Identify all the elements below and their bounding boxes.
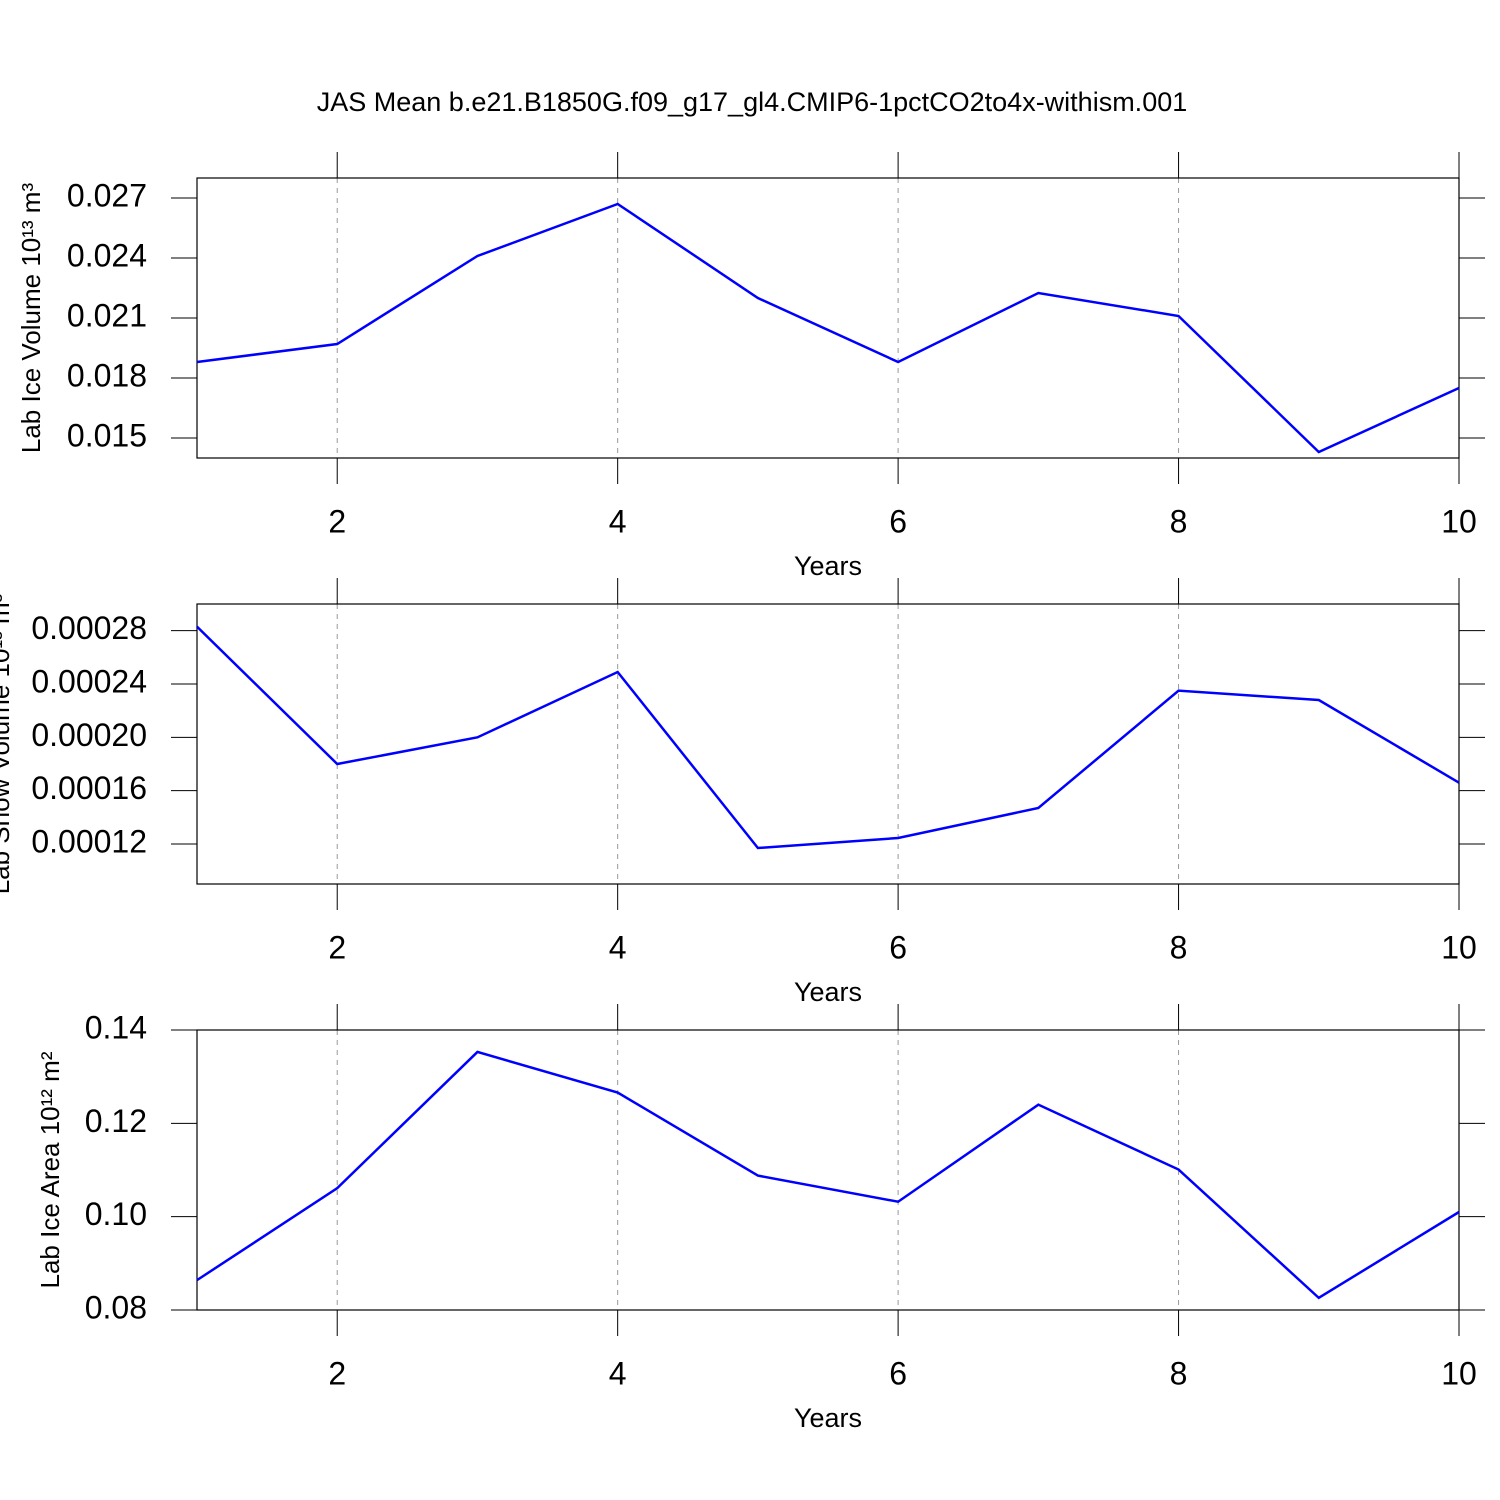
x-tick-label: 10 <box>1441 929 1477 965</box>
x-tick-label: 2 <box>328 929 346 965</box>
x-tick-label: 2 <box>328 503 346 539</box>
y-axis-label: Lab Ice Area 10¹² m² <box>35 1051 65 1288</box>
plot-frame <box>196 603 1460 885</box>
data-line <box>196 1050 1460 1300</box>
x-tick-label: 10 <box>1441 1355 1477 1391</box>
y-tick-label: 0.10 <box>85 1196 147 1232</box>
y-tick-label: 0.015 <box>67 417 147 453</box>
x-tick-label: 8 <box>1170 1355 1188 1391</box>
x-tick-label: 4 <box>609 1355 627 1391</box>
x-tick-label: 6 <box>889 1355 907 1391</box>
plot-frame <box>196 1029 1460 1311</box>
x-tick-label: 10 <box>1441 503 1477 539</box>
y-tick-label: 0.018 <box>67 357 147 393</box>
data-line <box>196 202 1460 454</box>
y-axis-label: Lab Ice Volume 10¹³ m³ <box>16 183 46 454</box>
x-tick-label: 6 <box>889 929 907 965</box>
y-tick-label: 0.00020 <box>31 717 147 753</box>
x-tick-label: 4 <box>609 929 627 965</box>
chart-title: JAS Mean b.e21.B1850G.f09_g17_gl4.CMIP6-… <box>317 87 1188 117</box>
data-line <box>196 625 1460 850</box>
y-tick-label: 0.00028 <box>31 610 147 646</box>
x-axis-label: Years <box>794 977 862 1007</box>
y-tick-label: 0.00012 <box>31 823 147 859</box>
y-tick-label: 0.08 <box>85 1289 147 1325</box>
x-axis-label: Years <box>794 1403 862 1433</box>
x-tick-label: 2 <box>328 1355 346 1391</box>
y-tick-label: 0.024 <box>67 237 147 273</box>
x-tick-label: 6 <box>889 503 907 539</box>
y-tick-label: 0.00024 <box>31 663 147 699</box>
x-tick-label: 4 <box>609 503 627 539</box>
plot-frame <box>196 177 1460 459</box>
x-axis-label: Years <box>794 551 862 581</box>
y-tick-label: 0.00016 <box>31 770 147 806</box>
y-tick-label: 0.021 <box>67 297 147 333</box>
y-tick-label: 0.14 <box>85 1009 147 1045</box>
y-axis-label: Lab Snow Volume 10¹³ m³ <box>0 593 15 894</box>
y-tick-label: 0.12 <box>85 1103 147 1139</box>
y-tick-label: 0.027 <box>67 177 147 213</box>
x-tick-label: 8 <box>1170 929 1188 965</box>
x-tick-label: 8 <box>1170 503 1188 539</box>
